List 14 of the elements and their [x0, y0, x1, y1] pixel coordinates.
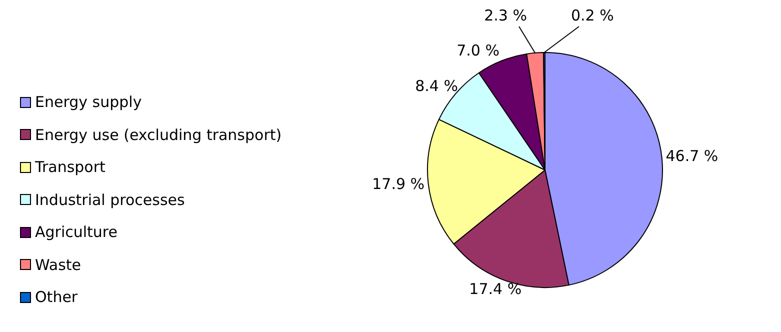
legend-label: Industrial processes: [35, 190, 185, 210]
legend-label: Agriculture: [35, 222, 118, 243]
legend-label: Other: [35, 287, 78, 308]
legend-label: Energy use (excluding transport): [35, 124, 282, 146]
data-label: 46.7 %: [666, 146, 718, 165]
data-label: 7.0 %: [456, 41, 500, 60]
legend-label: Energy supply: [35, 92, 142, 113]
data-label: 0.2 %: [571, 6, 614, 24]
legend-label: Transport: [35, 157, 106, 178]
legend-label: Waste: [35, 254, 81, 276]
data-label: 17.4 %: [469, 280, 522, 298]
data-label: 8.4 %: [415, 76, 458, 95]
data-label: 2.3 %: [484, 6, 527, 24]
data-label: 17.9 %: [372, 174, 425, 193]
